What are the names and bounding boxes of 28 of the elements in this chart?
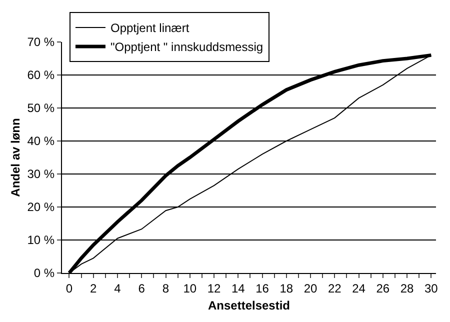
x-tick-label: 30 bbox=[424, 281, 438, 296]
y-tick-label: 40 % bbox=[27, 134, 55, 148]
x-tick-label: 12 bbox=[207, 281, 222, 296]
x-tick-label: 16 bbox=[256, 281, 270, 296]
y-axis-title: Andel av lønn bbox=[8, 118, 23, 197]
x-tick-label: 2 bbox=[90, 281, 98, 296]
y-tick-label: 30 % bbox=[27, 167, 55, 182]
x-tick-label: 8 bbox=[162, 281, 170, 296]
y-tick-label: 20 % bbox=[27, 200, 55, 214]
y-tick-label: 0 % bbox=[34, 266, 55, 280]
legend-label: Opptjent linært bbox=[110, 21, 190, 36]
y-tick-label: 10 % bbox=[27, 233, 55, 248]
x-tick-label: 0 bbox=[66, 281, 73, 296]
y-tick-label: 50 % bbox=[27, 101, 55, 116]
x-tick-label: 22 bbox=[328, 281, 342, 296]
x-tick-label: 24 bbox=[352, 281, 366, 296]
x-tick-label: 6 bbox=[138, 281, 146, 296]
x-axis-title: Ansettelsestid bbox=[208, 298, 290, 312]
y-tick-label: 70 % bbox=[27, 35, 55, 50]
x-tick-label: 28 bbox=[400, 281, 414, 296]
x-tick-label: 26 bbox=[376, 281, 390, 296]
x-tick-label: 14 bbox=[231, 281, 246, 296]
x-tick-label: 20 bbox=[304, 281, 318, 296]
x-tick-label: 10 bbox=[183, 281, 197, 296]
x-tick-label: 18 bbox=[280, 281, 294, 296]
y-tick-label: 60 % bbox=[27, 68, 55, 82]
x-tick-label: 4 bbox=[114, 281, 122, 296]
legend-label: "Opptjent " innskuddsmessig bbox=[110, 40, 264, 54]
